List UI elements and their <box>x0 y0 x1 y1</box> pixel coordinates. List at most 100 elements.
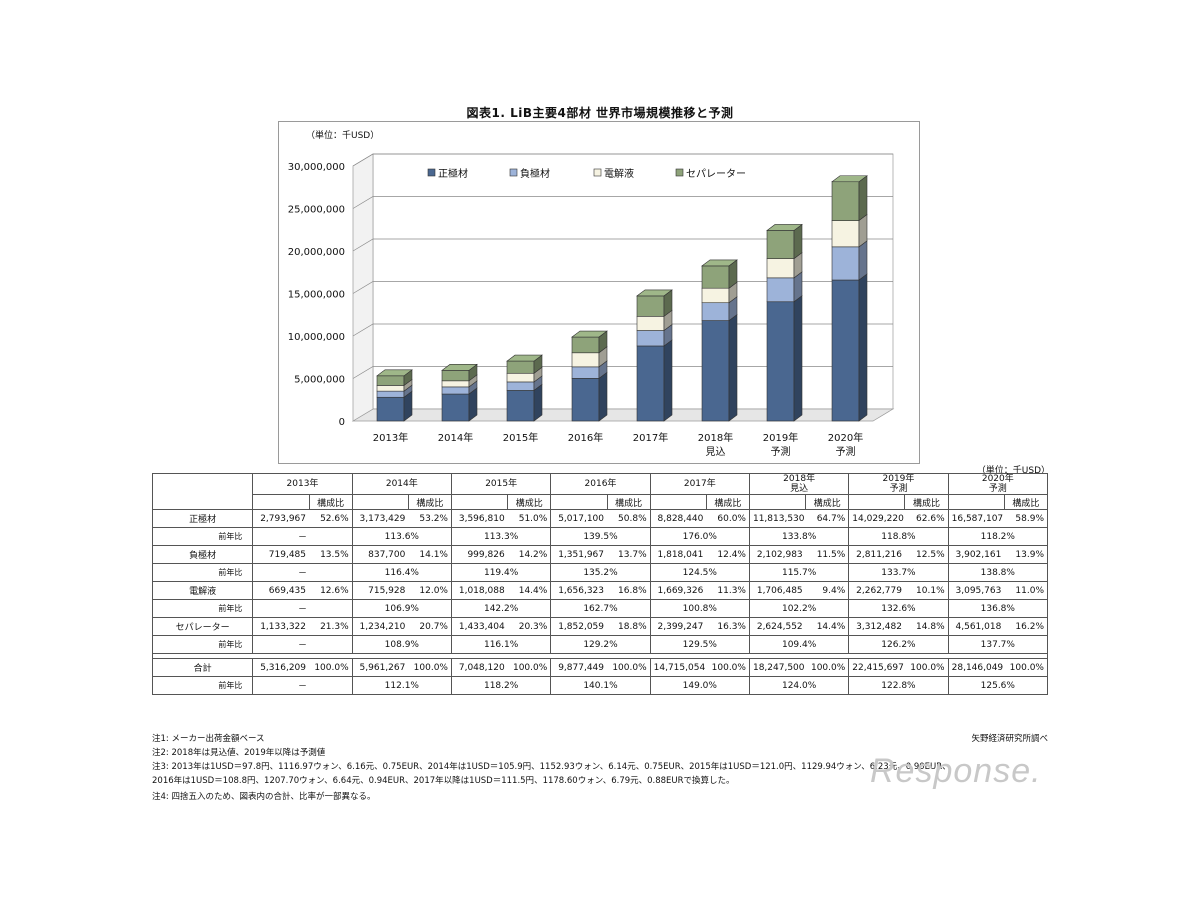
table-row: 負極材 719,485 13.5% 837,700 14.1% 999,826 14.2% 1… <box>151 545 1049 564</box>
bar-segment <box>766 258 795 279</box>
header-share: 構成比 <box>407 494 452 510</box>
share-cell: 100.0% <box>607 658 651 677</box>
bar-segment <box>636 345 665 422</box>
chart-title: 図表1. LiB主要4部材 世界市場規模推移と予測 <box>466 106 734 120</box>
share-cell: 21.3% <box>309 617 353 636</box>
share-cell: 12.6% <box>309 581 353 600</box>
value-cell: 3,902,161 <box>947 545 1005 564</box>
yoy-cell: 124.5% <box>649 563 750 582</box>
legend-label: セパレーター <box>686 168 746 180</box>
header-year: 2017年 <box>649 473 750 495</box>
legend-label: 電解液 <box>604 167 634 180</box>
x-tick-label: 2019年 <box>763 431 798 444</box>
x-tick-label: 見込 <box>706 446 726 458</box>
share-cell: 11.3% <box>706 581 750 600</box>
share-cell: 100.0% <box>904 658 949 677</box>
yoy-cell: 125.6% <box>947 676 1049 695</box>
value-cell: 3,596,810 <box>450 509 508 528</box>
note-3-cont: 2016年は1USD＝108.8円、1207.70ウォン、6.64元、0.94E… <box>152 776 735 786</box>
value-cell: 1,656,323 <box>550 581 607 600</box>
x-tick-label: 2016年 <box>568 431 603 444</box>
bar-segment <box>701 265 730 289</box>
value-cell: 2,624,552 <box>748 617 806 636</box>
yoy-cell: 102.2% <box>748 599 850 618</box>
header-blank <box>748 494 807 510</box>
yoy-cell: 115.7% <box>748 563 850 582</box>
bar-segment <box>701 287 730 304</box>
share-cell: 51.0% <box>507 509 552 528</box>
share-cell: 12.5% <box>904 545 949 564</box>
yoy-cell: 126.2% <box>848 635 949 654</box>
bar-segment <box>636 330 665 347</box>
header-year: 2015年 <box>450 473 552 495</box>
header-share: 構成比 <box>1003 494 1049 510</box>
y-tick-label: 30,000,000 <box>288 162 345 173</box>
yoy-cell: 122.8% <box>848 676 949 695</box>
header-share: 構成比 <box>606 494 651 510</box>
value-cell: 8,828,440 <box>649 509 707 528</box>
share-cell: 100.0% <box>1004 658 1049 677</box>
value-cell: 1,433,404 <box>450 617 508 636</box>
share-cell: 13.7% <box>607 545 651 564</box>
yoy-cell: 118.2% <box>947 527 1049 546</box>
bar-segment <box>441 393 470 422</box>
y-tick-label: 15,000,000 <box>288 290 345 301</box>
share-cell: 52.6% <box>309 509 353 528</box>
share-cell: 50.8% <box>607 509 651 528</box>
bar-segment <box>441 386 470 395</box>
table-row: セパレーター 1,133,322 21.3% 1,234,210 20.7% 1,433,… <box>151 617 1049 636</box>
value-cell: 1,234,210 <box>351 617 409 636</box>
share-cell: 14.1% <box>408 545 452 564</box>
bar-top <box>571 330 608 338</box>
yoy-cell: 119.4% <box>450 563 552 582</box>
share-cell: 100.0% <box>706 658 750 677</box>
share-cell: 100.0% <box>408 658 452 677</box>
bar-segment-side <box>598 371 608 422</box>
yoy-cell: 116.1% <box>450 635 552 654</box>
value-cell: 1,351,967 <box>550 545 607 564</box>
header-subrow: 構成比 構成比 構成比 構成比 構成比 構成比 構成比 構成比 <box>153 494 1049 510</box>
yoy-cell: 116.4% <box>351 563 452 582</box>
bar-segment <box>701 302 730 321</box>
legend-swatch <box>593 168 602 177</box>
bar-segment <box>571 352 600 368</box>
bar-segment <box>441 370 470 382</box>
value-cell: 1,133,322 <box>252 617 310 636</box>
header-year: 2019年 予測 <box>848 473 949 495</box>
yoy-cell: － <box>252 527 353 546</box>
yoy-cell: 113.3% <box>450 527 552 546</box>
note-3: 注3: 2013年は1USD＝97.8円、1116.97ウォン、6.16元、0.… <box>152 762 951 772</box>
table-row: 正極材 2,793,967 52.6% 3,173,429 53.2% 3,596,810… <box>151 509 1049 528</box>
table-row-yoy: 前年比－ 116.4% 119.4% 135.2% 124.5% 115.7% 133.7%… <box>151 563 1049 582</box>
header-share: 構成比 <box>507 494 552 510</box>
source-credit: 矢野経済研究所調べ <box>971 734 1048 744</box>
yoy-cell: 108.9% <box>351 635 452 654</box>
bar-segment <box>701 320 730 422</box>
table-row: 電解液 669,435 12.6% 715,928 12.0% 1,018,088 14.4… <box>151 581 1049 600</box>
bar-segment-side <box>858 273 868 422</box>
table-row: 合計 5,316,209 100.0% 5,961,267 100.0% 7,048,12… <box>151 658 1049 677</box>
value-cell: 1,852,059 <box>550 617 607 636</box>
y-tick-label: 5,000,000 <box>294 375 345 386</box>
share-cell: 14.2% <box>507 545 552 564</box>
bar-segment <box>376 385 405 392</box>
share-cell: 100.0% <box>309 658 353 677</box>
value-cell: 28,146,049 <box>947 658 1005 677</box>
value-cell: 5,017,100 <box>550 509 607 528</box>
row-label-yoy: 前年比 <box>151 599 254 618</box>
header-share: 構成比 <box>705 494 750 510</box>
value-cell: 1,018,088 <box>450 581 508 600</box>
row-label: 正極材 <box>151 509 254 528</box>
x-tick-label: 予測 <box>771 445 791 458</box>
value-cell: 715,928 <box>351 581 409 600</box>
value-cell: 999,826 <box>450 545 508 564</box>
share-cell: 14.4% <box>507 581 552 600</box>
row-label-yoy: 前年比 <box>151 635 254 654</box>
value-cell: 5,316,209 <box>252 658 310 677</box>
value-cell: 4,561,018 <box>947 617 1005 636</box>
value-cell: 9,877,449 <box>550 658 607 677</box>
value-cell: 2,262,779 <box>848 581 905 600</box>
value-cell: 719,485 <box>252 545 310 564</box>
legend-label: 正極材 <box>438 167 468 180</box>
legend-swatch <box>427 168 436 177</box>
